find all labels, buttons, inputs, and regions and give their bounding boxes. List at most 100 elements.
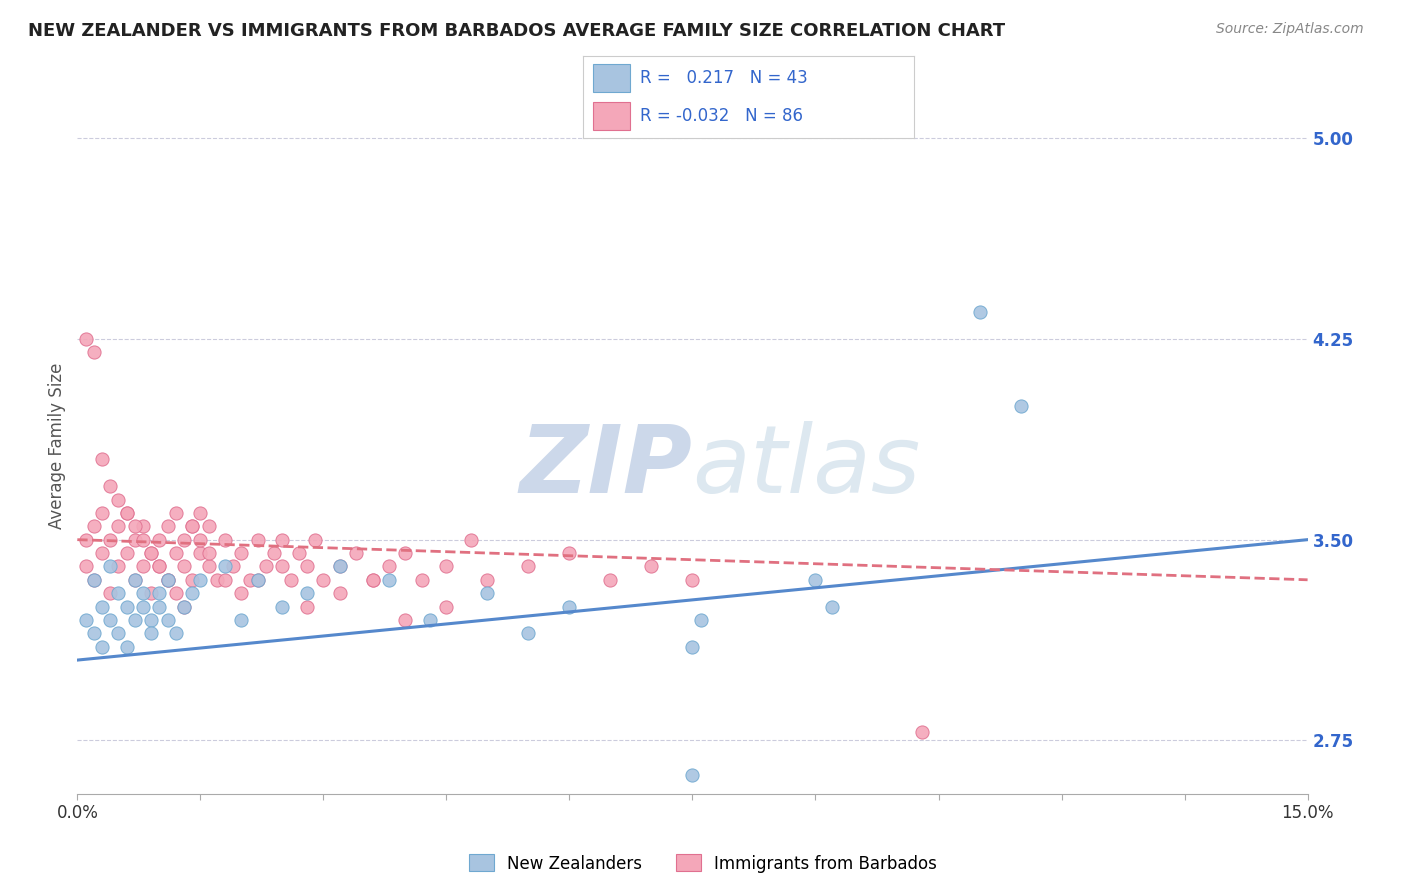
Point (197, 559, 219, 574)
Point (165, 626, 187, 640)
Point (156, 573, 179, 587)
Point (288, 546, 311, 560)
Point (181, 586, 204, 600)
Point (173, 559, 195, 574)
Point (173, 599, 195, 614)
Point (419, 613, 441, 627)
Point (460, 533, 482, 547)
Point (329, 559, 352, 574)
Point (148, 559, 170, 574)
Point (98, 559, 121, 574)
Point (141, 613, 163, 627)
Point (124, 573, 146, 587)
Point (107, 492, 129, 507)
Point (517, 626, 540, 640)
Point (165, 586, 187, 600)
Point (197, 546, 219, 560)
Point (969, 305, 991, 319)
Point (280, 573, 302, 587)
Point (132, 533, 155, 547)
Point (107, 586, 129, 600)
Point (165, 506, 187, 520)
Point (231, 613, 253, 627)
Point (75, 332, 97, 346)
Text: Source: ZipAtlas.com: Source: ZipAtlas.com (1216, 22, 1364, 37)
Point (165, 546, 187, 560)
Point (304, 533, 326, 547)
Point (115, 506, 138, 520)
Point (222, 559, 245, 574)
Point (156, 613, 179, 627)
Point (181, 519, 204, 533)
Point (295, 586, 318, 600)
Point (115, 546, 138, 560)
Point (83, 573, 105, 587)
Point (239, 573, 262, 587)
Y-axis label: Average Family Size: Average Family Size (48, 363, 66, 529)
Point (394, 546, 416, 560)
Point (271, 599, 294, 614)
Point (156, 573, 179, 587)
Point (173, 533, 195, 547)
Text: atlas: atlas (693, 421, 921, 512)
Point (394, 613, 416, 627)
Point (98, 479, 121, 493)
Point (436, 599, 458, 614)
Point (436, 559, 458, 574)
Point (141, 626, 163, 640)
Point (148, 559, 170, 574)
Point (517, 559, 540, 574)
Point (90, 640, 114, 654)
Point (804, 573, 827, 587)
Point (98, 586, 121, 600)
Point (75, 559, 97, 574)
Bar (593, 64, 630, 92)
Point (188, 546, 212, 560)
Point (361, 573, 384, 587)
Point (214, 573, 236, 587)
Point (295, 599, 318, 614)
Text: NEW ZEALANDER VS IMMIGRANTS FROM BARBADOS AVERAGE FAMILY SIZE CORRELATION CHART: NEW ZEALANDER VS IMMIGRANTS FROM BARBADO… (28, 22, 1005, 40)
Point (181, 519, 204, 533)
Point (558, 546, 581, 560)
Point (90, 452, 114, 467)
Point (821, 599, 844, 614)
Point (124, 573, 146, 587)
Legend: New Zealanders, Immigrants from Barbados: New Zealanders, Immigrants from Barbados (463, 847, 943, 880)
Point (107, 559, 129, 574)
Point (83, 573, 105, 587)
Point (558, 599, 581, 614)
Point (329, 586, 352, 600)
Point (141, 546, 163, 560)
Point (312, 573, 335, 587)
Point (246, 573, 269, 587)
Point (156, 573, 179, 587)
Point (231, 546, 253, 560)
Point (90, 599, 114, 614)
Point (98, 613, 121, 627)
Point (1010, 399, 1032, 413)
Bar (593, 103, 630, 130)
Point (640, 559, 662, 574)
Point (141, 546, 163, 560)
Point (148, 599, 170, 614)
Point (689, 613, 711, 627)
Point (231, 586, 253, 600)
Point (378, 573, 401, 587)
Point (911, 725, 934, 739)
Point (188, 506, 212, 520)
Point (477, 573, 499, 587)
Point (83, 626, 105, 640)
Point (271, 533, 294, 547)
Point (148, 533, 170, 547)
Text: ZIP: ZIP (520, 421, 693, 513)
Point (477, 586, 499, 600)
Point (75, 533, 97, 547)
Point (246, 573, 269, 587)
Point (132, 519, 155, 533)
Point (148, 586, 170, 600)
Point (115, 640, 138, 654)
Point (271, 559, 294, 574)
Point (173, 599, 195, 614)
Point (156, 519, 179, 533)
